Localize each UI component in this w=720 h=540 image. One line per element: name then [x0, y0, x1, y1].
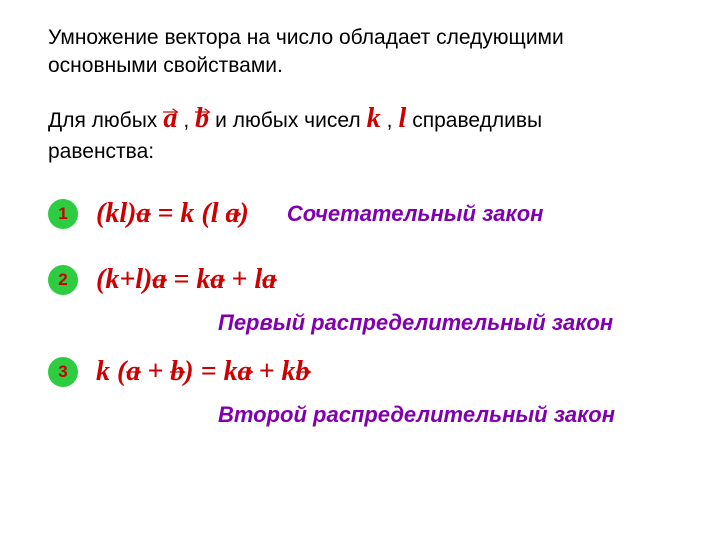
intro-line-2: равенства: — [48, 140, 672, 164]
f2-lead: (k+l) — [96, 264, 152, 295]
law-label-1: Сочетательный закон — [287, 201, 544, 227]
f2-eq: = — [166, 264, 196, 295]
vector-a-icon: a — [163, 99, 177, 138]
f3-k: k ( — [96, 356, 126, 387]
intro-mid: и любых чисел — [215, 106, 360, 135]
intro-comma-1: , — [183, 106, 189, 135]
badge-1: 1 — [48, 199, 78, 229]
f1-vec-a2: a — [226, 198, 240, 230]
f1-lead: (kl) — [96, 198, 136, 229]
property-row-3: 3 k (a + b) = ka + kb — [48, 356, 672, 388]
law-label-row-3: Второй распределительный закон — [48, 402, 672, 428]
f2-plus: + l — [224, 264, 262, 295]
f3-vec-a1: a — [126, 356, 140, 388]
formula-1: (kl)a = k (l a) — [96, 198, 249, 230]
f3-k2: k — [224, 356, 238, 387]
vector-b-icon: b — [195, 99, 209, 138]
intro-suffix: справедливы — [412, 106, 542, 135]
page-title: Умножение вектора на число обладает след… — [48, 24, 672, 81]
intro-prefix: Для любых — [48, 106, 157, 135]
f3-close: ) = — [184, 356, 223, 387]
f1-vec-a1: a — [136, 198, 150, 230]
formula-2: (k+l)a = ka + la — [96, 264, 276, 296]
law-label-3: Второй распределительный закон — [218, 402, 615, 427]
formula-3: k (a + b) = ka + kb — [96, 356, 310, 388]
f3-plus1: + — [140, 356, 170, 387]
badge-2: 2 — [48, 265, 78, 295]
f2-vec-a1: a — [152, 264, 166, 296]
law-label-row-2: Первый распределительный закон — [48, 310, 672, 336]
f3-plus2: + k — [252, 356, 296, 387]
badge-3: 3 — [48, 357, 78, 387]
law-label-2: Первый распределительный закон — [218, 310, 613, 335]
f3-vec-b1: b — [170, 356, 184, 388]
f2-k: k — [196, 264, 210, 295]
slide-page: Умножение вектора на число обладает след… — [0, 0, 720, 540]
f1-k: k (l — [180, 198, 225, 229]
scalar-l: l — [398, 99, 406, 138]
scalar-k: k — [367, 99, 381, 138]
f3-vec-b2: b — [296, 356, 310, 388]
f1-eq: = — [150, 198, 180, 229]
f3-vec-a2: a — [238, 356, 252, 388]
f2-vec-a3: a — [262, 264, 276, 296]
property-row-2: 2 (k+l)a = ka + la — [48, 264, 672, 296]
intro-comma-2: , — [387, 106, 393, 135]
intro-line: Для любых a , b и любых чисел k, l справ… — [48, 99, 672, 138]
f2-vec-a2: a — [210, 264, 224, 296]
property-row-1: 1 (kl)a = k (l a) Сочетательный закон — [48, 198, 672, 230]
